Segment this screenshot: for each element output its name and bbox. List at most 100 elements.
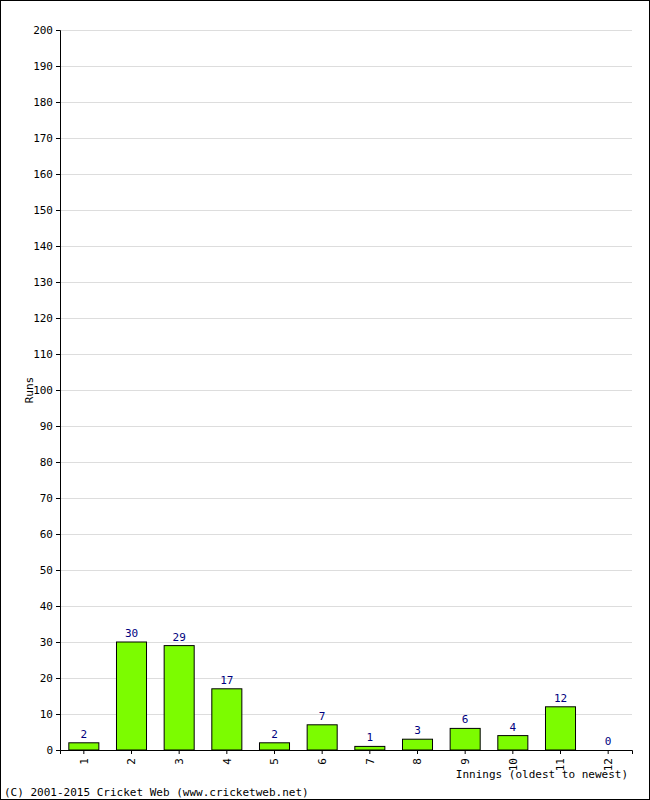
bar — [116, 642, 146, 750]
y-tick-label: 190 — [33, 60, 53, 73]
grid-line — [60, 246, 632, 247]
grid-line — [60, 174, 632, 175]
bar — [593, 750, 623, 751]
y-tick-label: 110 — [33, 348, 53, 361]
x-tick-label: 1 — [78, 758, 91, 765]
frame — [1, 1, 650, 800]
x-tick-mark — [226, 750, 227, 754]
y-tick-mark — [56, 138, 60, 139]
y-tick-mark — [56, 210, 60, 211]
grid-tick — [60, 606, 632, 607]
y-tick-label: 10 — [40, 708, 53, 721]
x-tick-label: 9 — [459, 758, 472, 765]
grid-line — [60, 354, 632, 355]
y-tick-mark — [56, 534, 60, 535]
y-axis: 0102030405060708090100110120130140150160… — [33, 24, 60, 757]
y-tick: 190 — [33, 60, 60, 73]
bar — [259, 743, 289, 750]
y-tick: 40 — [40, 600, 60, 613]
y-tick-mark — [56, 678, 60, 679]
x-tick-mark — [417, 750, 418, 754]
y-tick-label: 100 — [33, 384, 53, 397]
x-tick: 7 — [364, 750, 377, 765]
y-tick-label: 50 — [40, 564, 53, 577]
grid-line — [60, 66, 632, 67]
y-tick: 140 — [33, 240, 60, 253]
y-tick-mark — [56, 318, 60, 319]
y-tick-mark — [56, 462, 60, 463]
grid-line — [60, 570, 632, 571]
grid-tick — [60, 354, 632, 355]
bar — [402, 739, 432, 750]
y-tick-label: 60 — [40, 528, 53, 541]
bar — [498, 736, 528, 750]
y-tick-label: 30 — [40, 636, 53, 649]
data-labels: 2302917271364120 — [81, 627, 612, 748]
grid-line — [60, 30, 632, 31]
data-label: 2 — [271, 728, 278, 741]
y-tick-mark — [56, 246, 60, 247]
y-tick: 70 — [40, 492, 60, 505]
y-tick-label: 80 — [40, 456, 53, 469]
data-label: 2 — [81, 728, 88, 741]
y-tick-mark — [56, 642, 60, 643]
data-label: 29 — [173, 631, 186, 644]
grid-line — [60, 102, 632, 103]
x-tick-mark — [179, 750, 180, 754]
grid-line — [60, 606, 632, 607]
y-tick-label: 140 — [33, 240, 53, 253]
data-label: 30 — [125, 627, 138, 640]
grid-tick — [60, 66, 632, 67]
x-tick-label: 4 — [221, 758, 234, 765]
grid-line — [60, 498, 632, 499]
y-tick-mark — [56, 354, 60, 355]
y-tick: 60 — [40, 528, 60, 541]
grid-tick — [60, 102, 632, 103]
x-tick-mark — [512, 750, 513, 754]
y-tick: 110 — [33, 348, 60, 361]
x-tick-label: 3 — [173, 758, 186, 765]
copyright: (C) 2001-2015 Cricket Web (www.cricketwe… — [4, 786, 309, 799]
y-tick-mark — [56, 714, 60, 715]
y-tick: 30 — [40, 636, 60, 649]
y-tick: 0 — [46, 744, 60, 757]
grid-line — [60, 534, 632, 535]
y-tick-label: 180 — [33, 96, 53, 109]
x-tick-mark — [608, 750, 609, 754]
x-tick: 8 — [411, 750, 424, 765]
y-tick-mark — [56, 498, 60, 499]
grid-tick — [60, 570, 632, 571]
data-label: 1 — [367, 731, 374, 744]
grid-tick — [60, 30, 632, 31]
x-tick-mark — [465, 750, 466, 754]
grid-line — [60, 138, 632, 139]
grid-tick — [60, 282, 632, 283]
y-tick-label: 90 — [40, 420, 53, 433]
bars — [69, 642, 576, 750]
y-tick-label: 20 — [40, 672, 53, 685]
x-tick-mark — [274, 750, 275, 754]
bar — [307, 725, 337, 750]
data-label: 7 — [319, 710, 326, 723]
grid-tick — [60, 426, 632, 427]
data-label: 12 — [554, 692, 567, 705]
y-tick-mark — [56, 282, 60, 283]
y-tick: 180 — [33, 96, 60, 109]
x-axis-line — [61, 751, 633, 755]
grid-tick — [60, 246, 632, 247]
grid-tick — [60, 174, 632, 175]
grid-line — [60, 390, 632, 391]
grid-tick — [60, 534, 632, 535]
x-tick-label: 5 — [268, 758, 281, 765]
y-tick: 120 — [33, 312, 60, 325]
x-tick: 9 — [459, 750, 472, 765]
grid-tick — [60, 390, 632, 391]
x-tick-mark — [131, 750, 132, 754]
y-tick: 170 — [33, 132, 60, 145]
y-tick-mark — [56, 102, 60, 103]
grid-line — [60, 282, 632, 283]
y-axis-title: Runs — [23, 377, 36, 404]
y-tick-mark — [56, 390, 60, 391]
y-tick-label: 120 — [33, 312, 53, 325]
grid-line — [60, 426, 632, 427]
